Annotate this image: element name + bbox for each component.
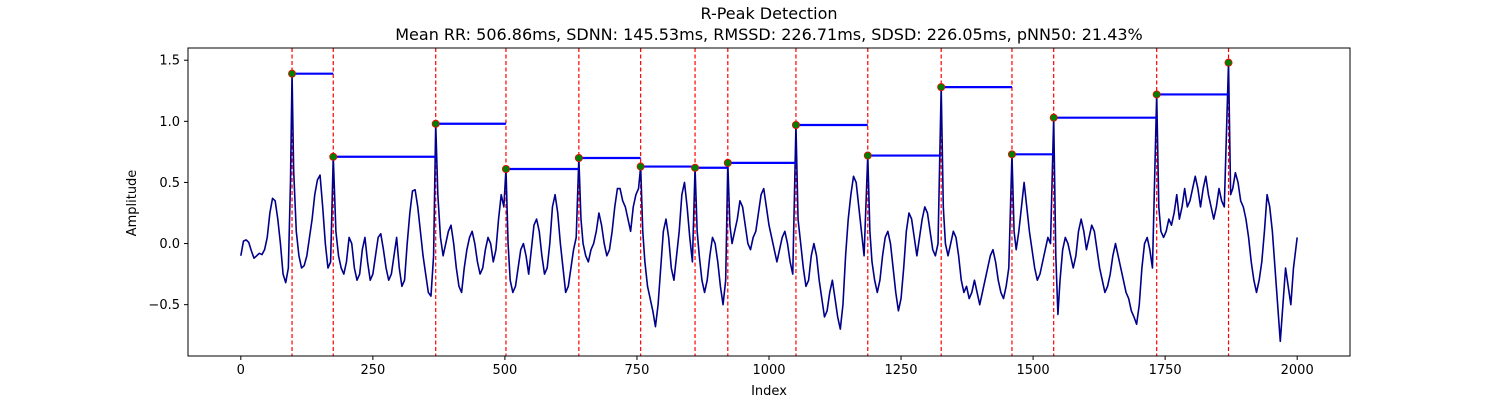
- plot-area: [240, 48, 1298, 356]
- x-tick-label: 1250: [884, 363, 917, 378]
- x-tick-label: 1750: [1149, 363, 1182, 378]
- x-tick-label: 250: [360, 363, 385, 378]
- chart-title: R-Peak Detection: [700, 4, 837, 23]
- r-peak-marker: [937, 83, 946, 92]
- x-tick-label: 1500: [1017, 363, 1050, 378]
- y-tick-label: −0.5: [148, 298, 180, 313]
- r-peak-marker: [329, 152, 338, 161]
- r-peak-marker: [1152, 90, 1161, 99]
- ecg-signal-line: [240, 61, 1298, 343]
- r-peak-marker: [574, 153, 583, 162]
- r-peak-marker: [501, 164, 510, 173]
- r-peak-marker: [1007, 150, 1016, 159]
- r-peak-marker: [288, 69, 297, 78]
- y-tick-label: 0.5: [159, 176, 180, 191]
- y-tick-label: 1.0: [159, 115, 180, 130]
- r-peak-marker: [791, 121, 800, 130]
- r-peak-marker: [1224, 58, 1233, 67]
- r-peak-marker: [723, 158, 732, 167]
- y-tick-label: 0.0: [159, 237, 180, 252]
- axes: 0 250 500 750 1000 1250 1500 1750 2000 −0.5 0.0 0.5…: [148, 47, 1351, 378]
- y-axis-label: Amplitude: [125, 170, 140, 237]
- x-tick-label: 1000: [752, 363, 785, 378]
- r-peak-marker: [636, 162, 645, 171]
- x-axis-label: Index: [751, 384, 787, 399]
- r-peak-marker: [863, 151, 872, 160]
- x-tick-label: 750: [625, 363, 650, 378]
- y-tick-label: 1.5: [159, 54, 180, 69]
- r-peak-marker: [691, 163, 700, 172]
- x-tick-label: 2000: [1281, 363, 1314, 378]
- r-peak-marker: [431, 119, 440, 128]
- x-tick-label: 0: [237, 363, 245, 378]
- chart-subtitle: Mean RR: 506.86ms, SDNN: 145.53ms, RMSSD…: [395, 25, 1143, 44]
- x-tick-label: 500: [492, 363, 517, 378]
- r-peak-marker: [1049, 113, 1058, 122]
